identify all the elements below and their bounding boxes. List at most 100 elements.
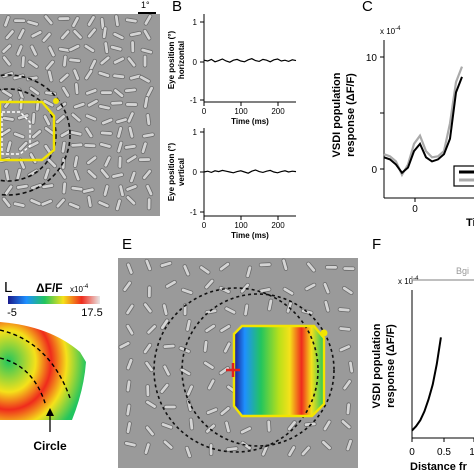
gabor-patch	[202, 340, 209, 353]
gabor-patch	[86, 15, 96, 27]
gabor-patch	[71, 16, 80, 28]
gabor-patch	[58, 72, 70, 83]
gabor-patch	[112, 73, 126, 80]
panel-f-label: F	[372, 236, 382, 253]
gabor-patch	[57, 16, 71, 21]
gabor-patch	[180, 287, 194, 295]
scale-bar-label: 1°	[141, 0, 150, 10]
b-bot-xtick-100: 100	[234, 221, 248, 230]
gabor-patch	[160, 318, 170, 330]
panel-e-label: E	[122, 236, 133, 253]
gabor-patch	[1, 196, 12, 208]
gabor-patch	[101, 117, 114, 126]
gabor-patch	[125, 154, 138, 164]
gabor-patch	[186, 399, 193, 412]
gabor-patch	[239, 426, 252, 435]
gabor-patch	[68, 57, 82, 63]
gabor-patch	[18, 97, 24, 111]
gabor-patch	[72, 155, 79, 168]
gabor-patch	[46, 157, 57, 169]
gabor-patch	[97, 70, 111, 78]
gabor-patch	[138, 157, 151, 162]
gabor-patch	[162, 439, 174, 450]
gabor-patch	[342, 266, 356, 271]
c-ylabel-2: response (ΔF/F)	[345, 73, 357, 157]
gabor-patch	[143, 96, 150, 109]
gabor-patch	[162, 343, 176, 349]
gabor-patch	[28, 86, 41, 96]
b-top-xtick-200: 200	[271, 107, 285, 116]
gabor-patch	[118, 184, 125, 197]
gabor-patch	[1, 71, 14, 79]
gabor-patch	[112, 31, 125, 41]
gabor-patch	[20, 55, 26, 69]
gabor-patch	[125, 303, 135, 316]
gabor-patch	[143, 13, 153, 26]
gabor-patch	[145, 113, 152, 126]
gabor-patch	[126, 56, 137, 68]
gabor-patch	[182, 303, 188, 317]
gabor-patch	[13, 18, 26, 23]
gabor-patch	[208, 443, 214, 457]
d-arrowhead	[46, 408, 54, 416]
gabor-patch	[100, 130, 113, 136]
c-ytick-0: 0	[371, 165, 377, 176]
gabor-patch	[70, 142, 84, 148]
gabor-patch	[147, 285, 152, 299]
gabor-patch	[338, 326, 352, 332]
gabor-patch	[218, 366, 230, 376]
gabor-patch	[4, 29, 15, 41]
panel-c-plot: x 10-4 10 0 0 Tim VSDI population respon…	[331, 26, 474, 229]
gabor-patch	[99, 142, 112, 149]
gabor-patch	[12, 131, 26, 140]
gabor-patch	[188, 417, 195, 431]
panel-d-label: L	[4, 279, 12, 296]
gabor-patch	[68, 43, 81, 53]
gabor-patch	[1, 88, 13, 98]
panel-b-label: B	[172, 0, 183, 15]
gabor-patch	[84, 113, 98, 122]
gabor-patch	[184, 445, 192, 459]
b-top-xtick-0: 0	[202, 107, 207, 116]
gabor-patch	[258, 262, 272, 268]
gabor-patch	[143, 302, 153, 314]
gabor-patch	[5, 140, 13, 153]
gabor-patch	[117, 155, 123, 169]
white-dashed-region	[1, 111, 31, 155]
gabor-patch	[126, 111, 135, 124]
gabor-patch	[27, 140, 40, 149]
gabor-patch	[100, 90, 113, 95]
gabor-patch	[2, 55, 12, 67]
gabor-patch	[223, 341, 232, 354]
gabor-patch	[219, 406, 231, 416]
gabor-patch	[17, 28, 26, 41]
gabor-patch	[145, 399, 157, 409]
gabor-patch	[185, 384, 194, 397]
gabor-patch	[101, 26, 108, 40]
gabor-patch	[115, 198, 122, 212]
e-gabor-field	[118, 258, 356, 459]
gabor-patch	[124, 87, 137, 93]
gabor-patch	[44, 59, 55, 71]
gabor-patch	[179, 367, 192, 376]
gabor-patch	[2, 115, 15, 122]
gabor-patch	[18, 140, 29, 152]
roi-marker	[53, 98, 59, 104]
inner-dashed-circle	[0, 88, 57, 182]
gabor-patch	[205, 407, 219, 415]
e-outer-dashed-circle	[153, 287, 319, 453]
gabor-patch	[146, 324, 157, 335]
gabor-patch	[103, 155, 112, 168]
gabor-patch	[12, 201, 26, 208]
gabor-patch	[142, 169, 152, 180]
eye-horizontal-trace	[203, 58, 297, 63]
gabor-patch	[86, 98, 99, 108]
gabor-patch	[282, 286, 295, 296]
gabor-patch	[86, 155, 98, 166]
gabor-patch	[83, 43, 96, 53]
gabor-patch	[86, 169, 98, 180]
gabor-patch	[204, 278, 215, 290]
gabor-patch	[114, 14, 120, 28]
gabor-patch	[224, 420, 231, 434]
gabor-patch	[345, 402, 351, 416]
